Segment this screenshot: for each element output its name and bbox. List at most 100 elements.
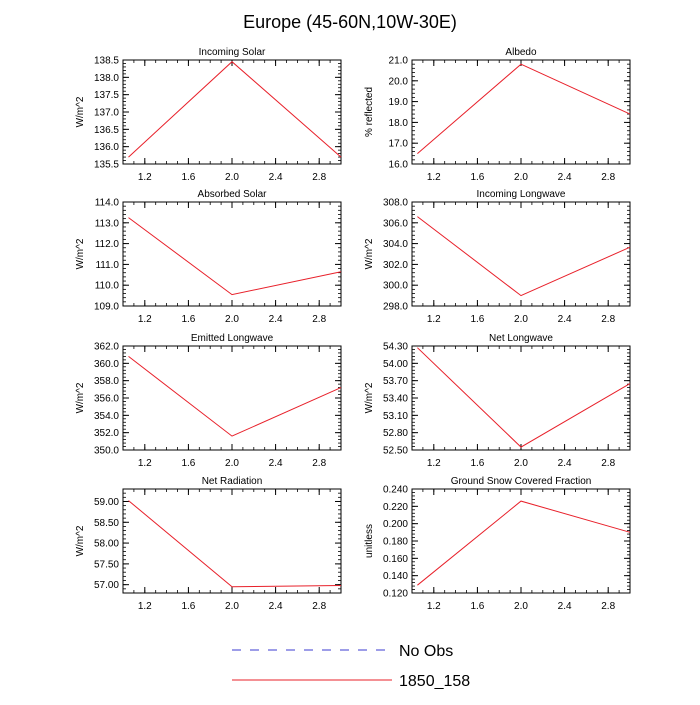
panel-frame-ground-snow-covered-fraction <box>411 488 631 594</box>
x-tick-label: 2.0 <box>514 314 528 325</box>
x-tick-label: 2.8 <box>312 172 326 183</box>
y-tick-label: 0.240 <box>383 485 408 496</box>
x-tick-label: 2.4 <box>269 458 283 469</box>
legend-label-no-obs: No Obs <box>399 643 453 660</box>
x-tick-label: 2.0 <box>514 172 528 183</box>
panel-frame-absorbed-solar <box>122 201 342 307</box>
y-tick-label: 300.0 <box>383 281 408 292</box>
y-tick-label: 362.0 <box>94 342 119 353</box>
y-tick-label: 137.5 <box>94 90 119 101</box>
y-tick-label: 356.0 <box>94 394 119 405</box>
series-line-1850-158 <box>417 63 631 154</box>
y-tick-label: 0.200 <box>383 519 408 530</box>
panel-ylabel-net-radiation: W/m^2 <box>75 525 86 556</box>
x-tick-label: 2.0 <box>225 314 239 325</box>
y-tick-label: 54.30 <box>383 342 408 353</box>
panel-title-net-longwave: Net Longwave <box>489 333 553 344</box>
panel-ylabel-albedo: % reflected <box>364 87 375 137</box>
legend-label-1850-158: 1850_158 <box>399 673 470 690</box>
y-tick-label: 308.0 <box>383 198 408 209</box>
x-tick-label: 1.6 <box>181 314 195 325</box>
x-tick-label: 2.0 <box>514 601 528 612</box>
x-tick-label: 1.6 <box>181 172 195 183</box>
panel-ylabel-absorbed-solar: W/m^2 <box>75 238 86 269</box>
y-tick-label: 304.0 <box>383 239 408 250</box>
panel-frame-net-longwave <box>411 345 631 451</box>
y-tick-label: 0.120 <box>383 589 408 600</box>
y-tick-label: 113.0 <box>95 218 120 229</box>
x-tick-label: 2.4 <box>558 601 572 612</box>
y-tick-label: 53.70 <box>383 376 408 387</box>
y-tick-label: 59.00 <box>94 497 119 508</box>
y-tick-label: 360.0 <box>94 359 119 370</box>
legend: No Obs 1850_158 <box>232 643 470 690</box>
y-tick-label: 138.0 <box>94 73 119 84</box>
y-tick-label: 138.5 <box>94 56 119 67</box>
x-tick-label: 1.2 <box>427 601 441 612</box>
series-line-1850-158 <box>417 500 631 586</box>
x-tick-label: 2.8 <box>312 314 326 325</box>
panel-ylabel-incoming-solar: W/m^2 <box>75 96 86 127</box>
panel-frame-incoming-solar <box>122 59 342 165</box>
figure-title: Europe (45-60N,10W-30E) <box>243 12 457 32</box>
x-tick-label: 2.0 <box>225 601 239 612</box>
y-tick-label: 112.0 <box>95 239 120 250</box>
series-line-1850-158 <box>128 356 342 437</box>
x-tick-label: 1.2 <box>427 458 441 469</box>
series-line-1850-158 <box>128 217 342 296</box>
panel-albedo: Albedo % reflected 16.0 17.0 18.0 19.0 20.0 21.… <box>364 47 631 183</box>
x-tick-label: 1.6 <box>470 458 484 469</box>
y-tick-label: 21.0 <box>389 56 409 67</box>
x-tick-label: 1.6 <box>470 314 484 325</box>
panels-group: Incoming Solar W/m^2 135.5 136.0 136.5 137.0 1… <box>75 47 631 612</box>
y-tick-label: 58.50 <box>94 518 119 529</box>
series-line-1850-158 <box>417 216 631 297</box>
y-tick-label: 298.0 <box>383 302 408 313</box>
x-tick-label: 1.6 <box>470 172 484 183</box>
panel-frame-albedo <box>411 59 631 165</box>
y-tick-label: 306.0 <box>383 218 408 229</box>
y-tick-label: 0.140 <box>383 571 408 582</box>
panel-emitted-longwave: Emitted Longwave W/m^2 350.0 352.0 354.0 356.… <box>75 333 342 469</box>
y-tick-label: 58.00 <box>94 539 119 550</box>
x-tick-label: 2.4 <box>269 314 283 325</box>
x-tick-label: 2.0 <box>225 172 239 183</box>
panel-title-emitted-longwave: Emitted Longwave <box>191 333 274 344</box>
y-tick-label: 57.00 <box>94 580 119 591</box>
y-tick-label: 135.5 <box>94 160 119 171</box>
panel-title-incoming-longwave: Incoming Longwave <box>477 189 566 200</box>
y-tick-label: 136.5 <box>94 125 119 136</box>
panel-absorbed-solar: Absorbed Solar W/m^2 109.0 110.0 111.0 112.0 1… <box>75 189 342 325</box>
x-tick-label: 1.2 <box>427 172 441 183</box>
y-tick-label: 0.220 <box>383 502 408 513</box>
y-tick-label: 52.80 <box>383 428 408 439</box>
x-tick-label: 1.2 <box>138 314 152 325</box>
x-tick-label: 1.6 <box>470 601 484 612</box>
x-tick-label: 1.2 <box>427 314 441 325</box>
x-tick-label: 1.6 <box>181 601 195 612</box>
series-line-1850-158 <box>128 500 342 588</box>
y-tick-label: 17.0 <box>389 139 409 150</box>
x-tick-label: 2.8 <box>601 172 615 183</box>
y-tick-label: 354.0 <box>94 411 119 422</box>
y-tick-label: 110.0 <box>95 281 120 292</box>
series-line-1850-158 <box>128 61 342 158</box>
panel-frame-incoming-longwave <box>411 201 631 307</box>
panel-title-incoming-solar: Incoming Solar <box>199 47 266 58</box>
panel-ylabel-net-longwave: W/m^2 <box>364 382 375 413</box>
y-tick-label: 114.0 <box>95 198 120 209</box>
y-tick-label: 0.180 <box>383 537 408 548</box>
y-tick-label: 52.50 <box>383 446 408 457</box>
x-tick-label: 2.0 <box>514 458 528 469</box>
y-tick-label: 109.0 <box>94 302 119 313</box>
y-tick-label: 302.0 <box>383 260 408 271</box>
panel-title-albedo: Albedo <box>505 47 537 58</box>
y-tick-label: 19.0 <box>389 97 409 108</box>
panel-title-net-radiation: Net Radiation <box>202 476 263 487</box>
x-tick-label: 2.4 <box>558 172 572 183</box>
panel-frame-emitted-longwave <box>122 345 342 451</box>
x-tick-label: 1.2 <box>138 458 152 469</box>
series-line-1850-158 <box>417 347 631 448</box>
